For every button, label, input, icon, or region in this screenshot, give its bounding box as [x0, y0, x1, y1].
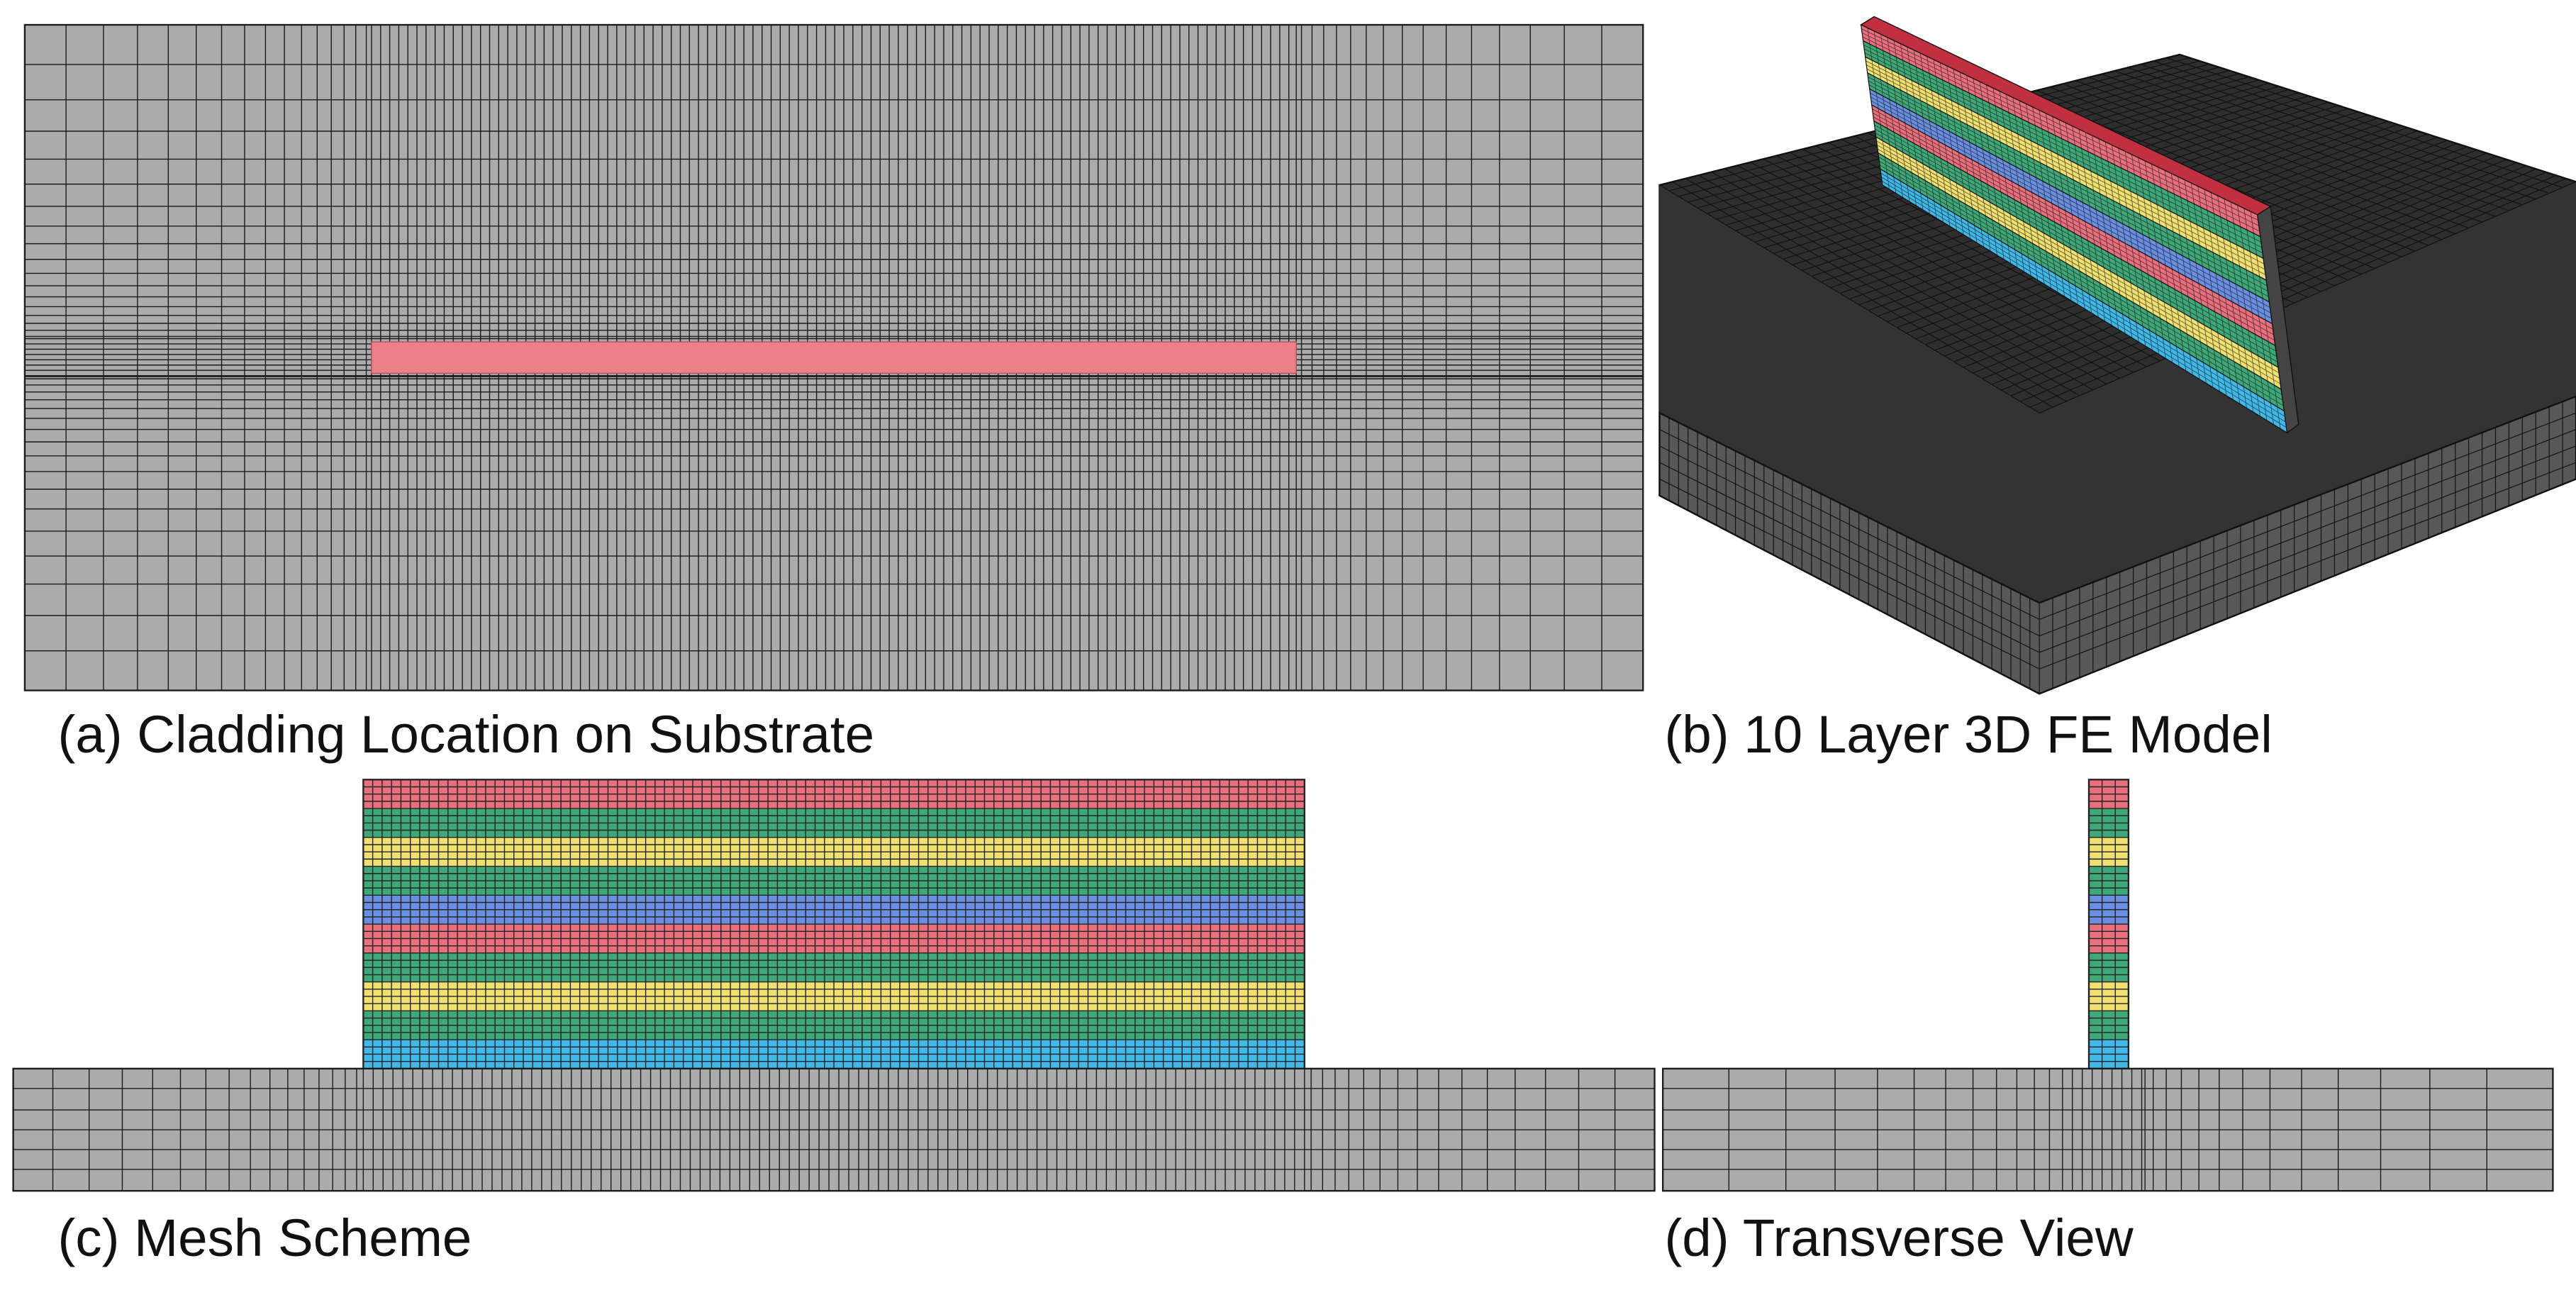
panel-d — [1661, 779, 2554, 1192]
cladding-strip — [371, 341, 1297, 374]
layer-lines — [362, 779, 1305, 1069]
panel-c — [12, 779, 1656, 1192]
caption: (a) Cladding Location on Substrate — [58, 705, 875, 764]
caption: (b) 10 Layer 3D FE Model — [1664, 705, 2272, 764]
panel-b — [1658, 16, 2576, 695]
wall-mesh — [1861, 24, 2287, 433]
caption: (d) Transverse View — [1664, 1208, 2133, 1267]
caption: (c) Mesh Scheme — [58, 1208, 472, 1267]
mesh-lines — [1663, 1068, 2553, 1191]
mesh-lines — [13, 1068, 1655, 1191]
layer-lines — [2088, 779, 2129, 1069]
panel-a — [23, 23, 1644, 691]
